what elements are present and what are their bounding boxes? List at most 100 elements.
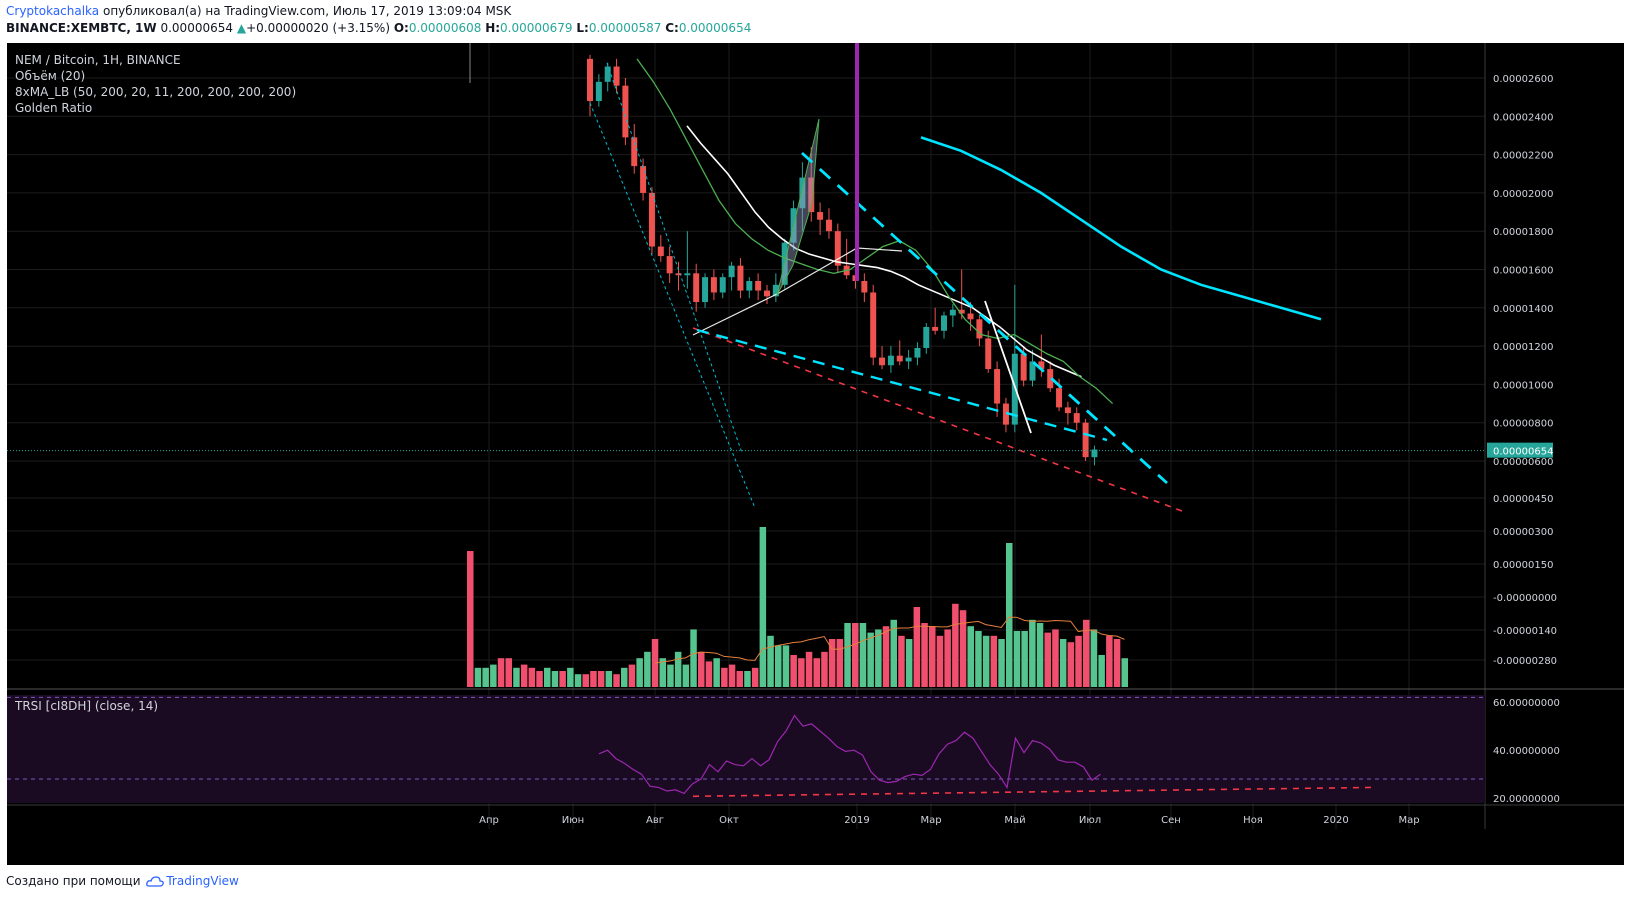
volume-bar xyxy=(959,610,967,687)
price-chart-svg[interactable]: 0.00002600 0.00002400 0.00002200 0.00002000… xyxy=(7,43,1624,865)
volume-bar xyxy=(1036,623,1044,687)
price-axis-label: 0.00000800 xyxy=(1493,419,1553,430)
volume-bar xyxy=(582,674,589,687)
author-link[interactable]: Cryptokachalka xyxy=(6,4,100,18)
price-axis-label: 0.00002000 xyxy=(1493,189,1553,200)
volume-bar xyxy=(967,626,974,687)
price-axis-label: 0.00001000 xyxy=(1493,380,1553,391)
volume-bar xyxy=(1044,632,1051,687)
candle-body xyxy=(896,355,903,362)
price-axis-label: 0.00002400 xyxy=(1493,112,1553,123)
price-axis-label: 0.00000600 xyxy=(1493,457,1553,468)
tradingview-cloud-icon xyxy=(146,876,165,887)
cyan-resistance-line xyxy=(801,151,1168,485)
candle-body xyxy=(1020,353,1027,381)
price-axis-label: -0.00000000 xyxy=(1493,593,1557,604)
ma-green-line xyxy=(636,58,1114,405)
volume-bar xyxy=(605,671,613,687)
volume-bar xyxy=(490,664,497,687)
volume-ma-line xyxy=(654,616,1125,664)
candle-body xyxy=(905,357,912,362)
dotted-fan-line xyxy=(589,102,756,509)
volume-bar xyxy=(936,635,944,687)
golden-ratio-legend: Golden Ratio xyxy=(15,101,93,115)
candle-body xyxy=(666,256,673,274)
tradingview-brand-link[interactable]: TradingView xyxy=(166,874,239,888)
volume-bar xyxy=(1021,631,1028,687)
close-label: C: xyxy=(665,21,679,35)
volume-bar xyxy=(1121,658,1128,687)
volume-bar xyxy=(875,629,882,687)
volume-bar xyxy=(767,635,774,687)
volume-bar xyxy=(921,623,928,687)
volume-bar xyxy=(644,651,651,687)
volume-bar xyxy=(728,664,736,687)
volume-bar xyxy=(998,639,1005,687)
candle-body xyxy=(870,292,877,358)
price-axis-label: -0.00000280 xyxy=(1493,656,1557,667)
volume-bar xyxy=(1090,629,1098,687)
volume-bar xyxy=(705,661,713,687)
volume-bar xyxy=(528,667,536,687)
volume-bar xyxy=(759,527,767,687)
time-axis-label: Сен xyxy=(1161,815,1181,826)
ohlc-line: BINANCE:XEMBTC, 1W 0.00000654 ▲+0.000000… xyxy=(6,21,751,35)
last-price: 0.00000654 xyxy=(160,21,233,35)
candle-body xyxy=(587,58,593,101)
volume-bar xyxy=(805,651,813,687)
low-label: L: xyxy=(576,21,589,35)
candle-body xyxy=(1073,413,1080,423)
price-axis-label: 0.00000450 xyxy=(1493,494,1553,505)
candle-body xyxy=(693,273,700,303)
volume-bar xyxy=(513,667,520,687)
volume-bar xyxy=(852,623,859,687)
candle-body xyxy=(958,309,965,314)
volume-bar xyxy=(929,626,936,687)
volume-bar xyxy=(790,655,797,687)
volume-bar xyxy=(482,667,489,687)
volume-bar xyxy=(628,664,636,687)
chart-title: NEM / Bitcoin, 1H, BINANCE xyxy=(15,53,181,67)
candle-body xyxy=(932,326,939,331)
volume-bar xyxy=(1013,631,1021,687)
volume-bar xyxy=(821,651,828,687)
volume-bar xyxy=(1006,543,1013,687)
candle-body xyxy=(1038,361,1045,370)
candle-body xyxy=(737,265,744,291)
volume-bar xyxy=(497,658,505,687)
volume-bar xyxy=(520,664,528,687)
volume-bar xyxy=(467,551,474,687)
candle-body xyxy=(923,326,930,349)
candle-body xyxy=(879,357,886,366)
candle-body xyxy=(595,81,602,101)
candle-body xyxy=(622,85,629,138)
candle-body xyxy=(994,369,1001,404)
candle-body xyxy=(675,273,682,276)
candle-body xyxy=(613,66,620,86)
published-text: опубликовал(а) на TradingView.com, Июль … xyxy=(102,4,512,18)
close-value: 0.00000654 xyxy=(678,21,752,35)
volume-bar xyxy=(836,639,844,687)
volume-bar xyxy=(867,632,874,687)
volume-bar xyxy=(621,667,628,687)
volume-bar xyxy=(975,631,982,687)
volume-bar xyxy=(828,639,836,687)
volume-bar xyxy=(1059,639,1067,687)
time-axis-label: Май xyxy=(1004,815,1025,826)
candle-body xyxy=(710,277,717,293)
chart-area[interactable]: 0.00002600 0.00002400 0.00002200 0.00002000… xyxy=(7,43,1624,865)
volume-bar xyxy=(952,603,959,687)
open-value: 0.00000608 xyxy=(408,21,482,35)
candle-body xyxy=(967,313,974,320)
price-axis-label: 0.00001800 xyxy=(1493,227,1553,238)
candle-body xyxy=(914,348,921,358)
dotted-fan-line xyxy=(606,62,743,454)
volume-bar xyxy=(551,671,559,687)
time-axis-label: Ноя xyxy=(1243,815,1263,826)
price-axis-label: 0.00001200 xyxy=(1493,342,1553,353)
up-arrow-icon: ▲ xyxy=(236,21,247,35)
cyan-support-line xyxy=(696,328,1108,442)
candle-body xyxy=(1029,361,1036,381)
volume-bar xyxy=(1098,655,1105,687)
candle-body xyxy=(817,212,824,220)
